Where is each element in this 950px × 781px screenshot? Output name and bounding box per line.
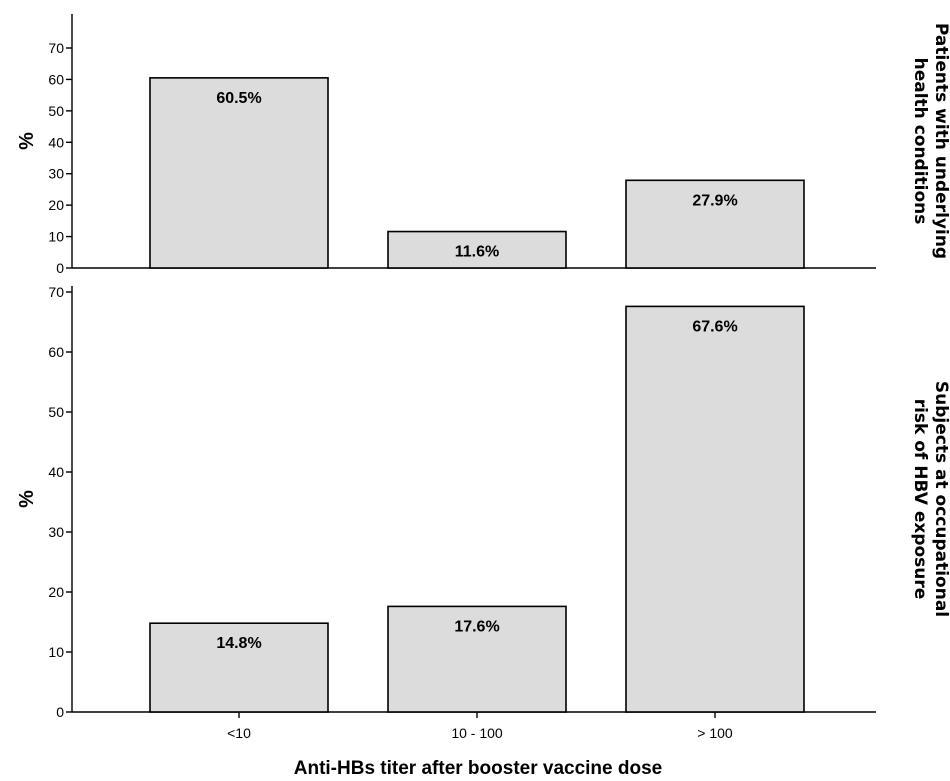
panel-bottom: 0 10 20 30 40 50 60 70% 14.8% 17.6% 67.6% Subjects … — [16, 284, 950, 720]
data-label: 67.6% — [692, 318, 737, 335]
y-tick-label: 30 — [48, 166, 64, 182]
panel-title-line: risk of HBV exposure — [910, 399, 930, 600]
y-tick-label: 0 — [56, 704, 64, 720]
data-label: 27.9% — [692, 192, 737, 209]
y-tick-label: 40 — [48, 464, 64, 480]
y-tick-label: 70 — [48, 284, 64, 300]
panel-top: 0 10 20 30 40 50 60 70% 60.5% 11.6% 27.9% Patients … — [16, 14, 950, 276]
y-tick-label: 20 — [48, 584, 64, 600]
bar-1-1 — [387, 605, 567, 713]
data-label: 11.6% — [455, 244, 499, 261]
data-label: 60.5% — [216, 90, 261, 107]
x-tick-label: > 100 — [697, 725, 733, 741]
y-tick-label: 60 — [48, 71, 64, 87]
panel-title-line: health conditions — [910, 58, 930, 225]
y-axis-title: % — [16, 490, 38, 508]
y-tick-label: 20 — [48, 197, 64, 213]
y-tick-label: 60 — [48, 344, 64, 360]
panel-title: Subjects at occupationalrisk of HBV expo… — [910, 381, 950, 617]
y-tick-label: 50 — [48, 404, 64, 420]
panel-title-line: Patients with underlying — [931, 23, 950, 259]
data-label: 14.8% — [216, 635, 261, 652]
bar-0-0 — [149, 77, 329, 269]
panel-title: Patients with underlyinghealth condition… — [910, 23, 950, 259]
x-tick-label: 10 - 100 — [451, 725, 503, 741]
bar-1-2 — [625, 305, 805, 713]
y-tick-label: 10 — [48, 644, 64, 660]
y-tick-label: 50 — [48, 103, 64, 119]
data-label: 17.6% — [454, 618, 499, 635]
y-axis-title: % — [16, 132, 38, 150]
x-tick-label: <10 — [227, 725, 251, 741]
x-axis-title: Anti-HBs titer after booster vaccine dos… — [294, 758, 662, 779]
y-tick-label: 40 — [48, 134, 64, 150]
bar-0-2 — [625, 179, 805, 269]
bar-1-0 — [149, 622, 329, 713]
y-tick-label: 30 — [48, 524, 64, 540]
y-tick-label: 70 — [48, 40, 64, 56]
y-tick-label: 10 — [48, 229, 64, 245]
x-tick-labels: <10 10 - 100 > 100 — [227, 712, 733, 741]
panel-title-line: Subjects at occupational — [931, 381, 950, 617]
y-tick-label: 0 — [56, 260, 64, 276]
bar-0-1 — [387, 230, 567, 269]
